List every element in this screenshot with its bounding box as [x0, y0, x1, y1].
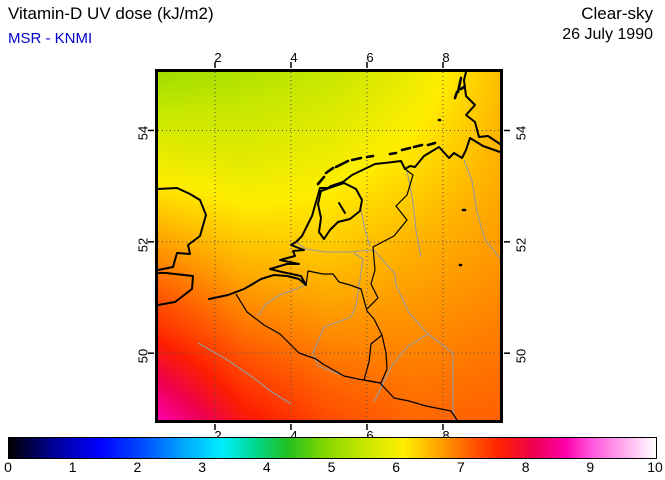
lat-tick-left: 50 — [135, 348, 151, 364]
river-moselle — [373, 333, 429, 403]
colorbar-tick-label: 7 — [456, 459, 465, 475]
river-weser — [463, 159, 501, 259]
border-luxembourg — [363, 310, 388, 384]
lon-tick-bottom: 4 — [290, 428, 298, 443]
colorbar-tick-labels: 0 1 2 3 4 5 6 7 8 9 10 — [4, 459, 663, 477]
coastline-ijsselmeer — [317, 182, 363, 240]
map-plot-frame: 2 2 4 4 6 6 8 8 50 50 52 52 54 54 — [136, 50, 529, 443]
lat-tick-right: 54 — [513, 126, 529, 141]
colorbar-tick-label: 9 — [586, 459, 595, 475]
river-somme — [197, 342, 292, 405]
lat-tick-left: 52 — [135, 237, 151, 253]
border-belgium-france-germany — [235, 293, 458, 421]
map-overlay — [148, 62, 510, 430]
coastline-schleswig — [463, 71, 501, 145]
date-label: 26 July 1990 — [562, 26, 653, 43]
colorbar-tick-label: 4 — [262, 459, 271, 475]
river-ijssel — [360, 208, 371, 247]
lon-tick-bottom: 2 — [214, 428, 222, 443]
colorbar-tick-label: 1 — [68, 459, 77, 475]
frame-ticks — [148, 62, 510, 430]
lat-tick-left: 54 — [135, 126, 151, 141]
lat-tick-right: 50 — [513, 348, 529, 364]
colorbar-tick-label: 0 — [4, 459, 12, 475]
lon-tick-top: 2 — [214, 50, 222, 65]
coastline-uk — [157, 187, 207, 306]
page-title: Vitamin-D UV dose (kJ/m2) — [8, 4, 214, 23]
lon-tick-top: 6 — [366, 50, 374, 65]
colorbar-tick-label: 8 — [521, 459, 530, 475]
coastline-continent — [208, 137, 501, 300]
river-meuse — [312, 252, 364, 377]
colorbar-tick-label: 6 — [392, 459, 401, 475]
colorbar — [8, 437, 657, 459]
colorbar-tick-label: 10 — [647, 459, 663, 475]
river-scheldt — [257, 284, 307, 317]
border-netherlands-germany — [366, 168, 414, 310]
lon-tick-top: 8 — [442, 50, 450, 65]
colorbar-tick-label: 5 — [327, 459, 336, 475]
wadden-islands — [316, 76, 467, 267]
lon-tick-bottom: 6 — [366, 428, 374, 443]
border-belgium-netherlands — [305, 270, 368, 312]
source-label: MSR - KNMI — [8, 30, 93, 47]
lat-tick-right: 52 — [513, 237, 529, 253]
lon-tick-top: 4 — [290, 50, 298, 65]
river-ems — [406, 170, 422, 258]
lon-tick-bottom: 8 — [442, 428, 450, 443]
colorbar-tick-label: 3 — [198, 459, 206, 475]
sky-condition-label: Clear-sky — [581, 4, 653, 23]
colorbar-tick-label: 2 — [133, 459, 142, 475]
river-rhine — [296, 242, 456, 421]
